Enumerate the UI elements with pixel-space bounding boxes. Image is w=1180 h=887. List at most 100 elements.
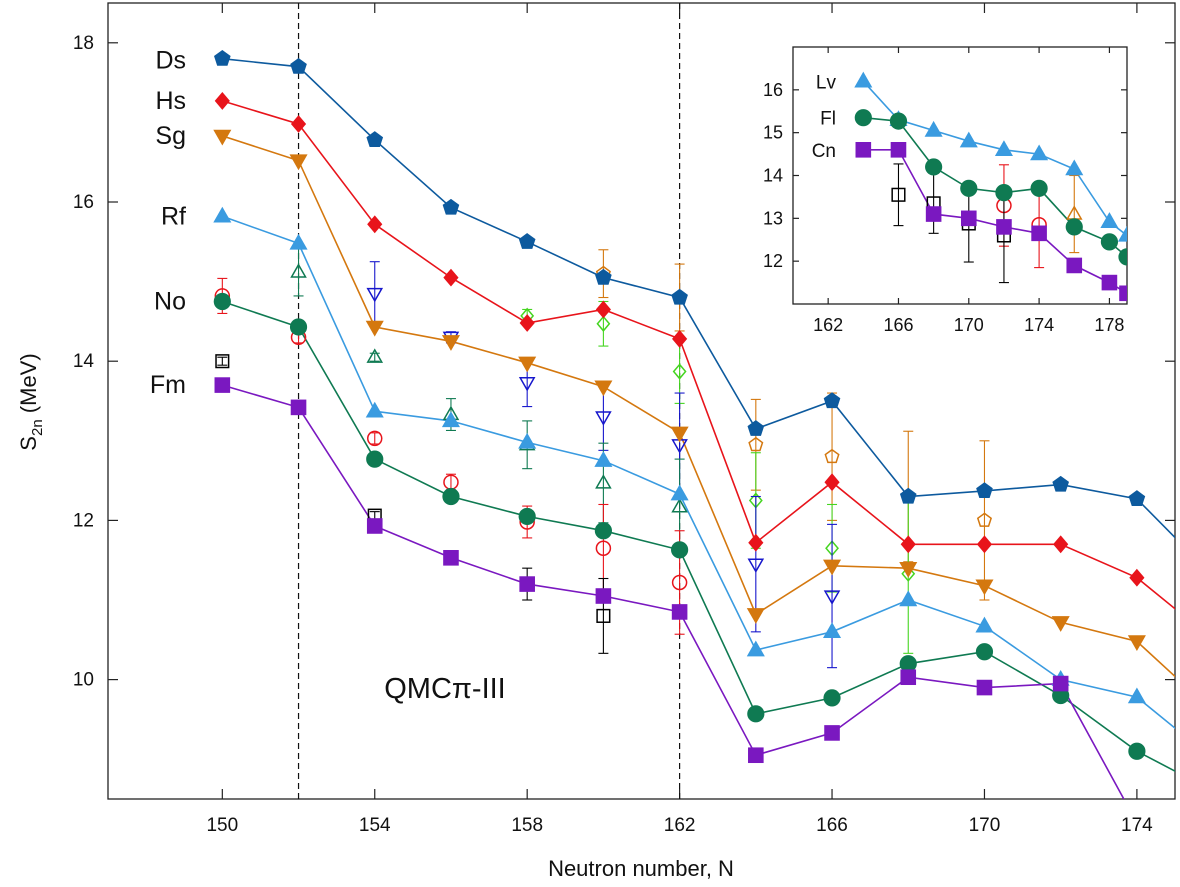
data-point-Sg	[899, 561, 918, 578]
main-x-tick-label: 162	[664, 815, 696, 836]
data-point-No	[442, 487, 460, 506]
main-y-tick-label: 18	[73, 33, 94, 54]
data-point-Ds	[595, 268, 612, 285]
data-point-Ds	[518, 233, 536, 249]
main-y-tick-label: 14	[73, 351, 95, 372]
data-point-Hs	[672, 329, 688, 348]
exp-point-No	[367, 430, 383, 447]
data-point-Fm	[671, 604, 688, 620]
x-axis-title: Neutron number, N	[548, 856, 734, 881]
data-point-Ds	[976, 482, 993, 499]
exp-point-Sg	[595, 411, 612, 426]
data-point-Fm	[976, 679, 993, 696]
data-point-Fm	[519, 576, 535, 592]
data-point-Ds	[290, 57, 307, 74]
main-x-tick-label: 166	[816, 815, 848, 836]
data-point-Rf	[899, 590, 918, 607]
inset-x-tick-label: 162	[813, 315, 843, 335]
data-point-Lv	[1100, 212, 1119, 228]
series-label-Sg: Sg	[155, 122, 186, 150]
exp-point-Hs	[596, 315, 611, 332]
data-point-Rf	[823, 622, 842, 639]
exp-point-Rf	[366, 348, 384, 363]
series-label-Ds: Ds	[155, 46, 186, 74]
data-point-Lv	[1065, 159, 1084, 176]
data-point-Rf	[1127, 687, 1146, 704]
series-label-Hs: Hs	[155, 87, 186, 115]
data-point-No	[594, 522, 612, 540]
data-point-Fl	[1030, 179, 1048, 197]
data-point-Rf	[594, 451, 613, 467]
data-point-Fm	[290, 399, 307, 416]
data-point-Lv	[959, 131, 978, 148]
series-line-Ds	[222, 57, 1175, 539]
data-point-Rf	[746, 640, 765, 657]
data-point-Sg	[289, 154, 308, 171]
exp-point-Ds	[824, 448, 840, 464]
data-point-Hs	[214, 91, 230, 110]
data-point-Ds	[1052, 475, 1069, 492]
main-plot-area	[213, 49, 1175, 799]
data-point-Sg	[365, 320, 384, 337]
data-point-Ds	[214, 49, 231, 66]
data-point-Sg	[1127, 635, 1146, 652]
inset-x-tick-label: 170	[954, 315, 984, 335]
exp-point-Fm	[215, 354, 230, 369]
data-point-No	[671, 541, 689, 559]
data-point-Ds	[671, 288, 688, 305]
data-point-Fl	[854, 109, 872, 127]
exp-point-Sg	[747, 558, 765, 574]
data-point-Sg	[1051, 616, 1070, 632]
inset-series-label-Lv: Lv	[816, 72, 837, 93]
data-point-Sg	[670, 426, 689, 443]
main-x-tick-label: 150	[206, 815, 238, 836]
inset-y-tick-label: 13	[763, 208, 783, 228]
data-point-Fm	[443, 550, 459, 566]
inset-series-label-Fl: Fl	[820, 109, 836, 130]
data-point-Fl	[995, 184, 1013, 202]
data-point-Fm	[1052, 675, 1069, 692]
data-point-Sg	[441, 335, 460, 351]
data-point-Sg	[975, 579, 994, 596]
inset-y-tick-label: 16	[763, 80, 783, 100]
data-point-Rf	[365, 401, 384, 418]
data-point-Hs	[367, 215, 383, 234]
inset-x-tick-label: 174	[1024, 315, 1054, 335]
data-point-No	[747, 705, 765, 723]
data-point-Cn	[925, 206, 942, 222]
model-annotation: QMCπ-III	[384, 673, 506, 705]
data-point-Cn	[855, 142, 872, 158]
main-x-tick-label: 174	[1121, 815, 1153, 836]
data-point-No	[823, 689, 841, 707]
main-y-tick-label: 16	[73, 192, 94, 213]
data-point-Fl	[1065, 218, 1083, 236]
data-point-Hs	[976, 535, 993, 554]
exp-point-Ds	[976, 512, 993, 527]
data-point-Sg	[213, 129, 232, 146]
exp-point-Rf	[671, 498, 688, 513]
data-point-Hs	[1129, 568, 1145, 587]
series-label-Fm: Fm	[150, 371, 186, 399]
data-point-Sg	[823, 559, 842, 576]
data-point-Sg	[518, 356, 537, 373]
data-point-No	[289, 318, 308, 336]
series-line-Hs	[222, 100, 1175, 610]
data-point-No	[899, 655, 917, 673]
exp-point-Fm	[596, 608, 611, 623]
y-axis-title: S2n (MeV)	[16, 353, 46, 450]
exp-point-Ds	[748, 436, 764, 452]
y-axis-title-sub: 2n	[29, 419, 46, 436]
inset-y-tick-label: 12	[763, 251, 783, 271]
exp-point-No	[595, 540, 612, 557]
data-point-Rf	[975, 616, 994, 633]
main-x-tick-label: 158	[511, 815, 543, 836]
data-point-Cn	[890, 142, 907, 158]
inset-x-tick-label: 166	[883, 315, 913, 335]
data-point-Rf	[441, 411, 460, 428]
data-point-Hs	[519, 314, 535, 332]
exp-point-Cn	[891, 187, 906, 202]
series-line-Rf	[222, 215, 1175, 730]
data-point-Ds	[899, 487, 917, 504]
exp-point-Rf	[595, 474, 612, 489]
